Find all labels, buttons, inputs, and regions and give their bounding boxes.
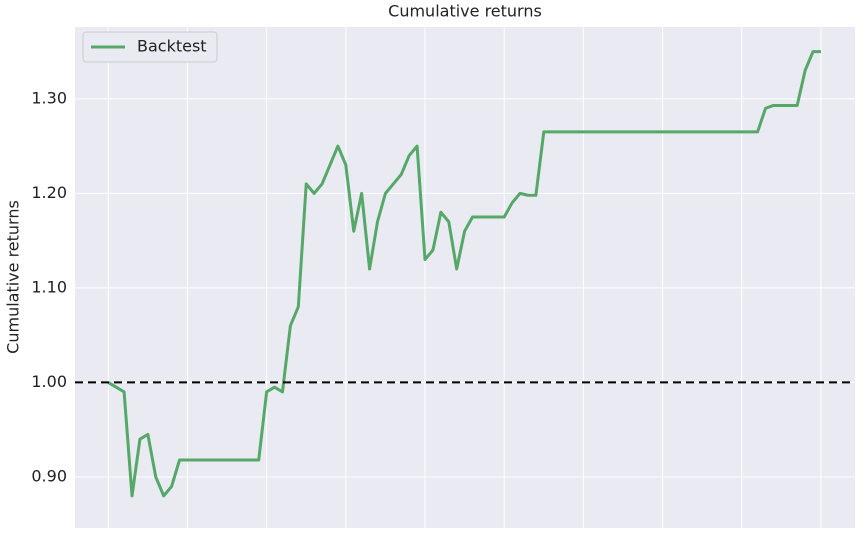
plot-area [75, 27, 855, 528]
y-tick-label: 0.90 [31, 466, 67, 485]
legend-box [82, 31, 218, 63]
y-tick-label: 1.10 [31, 277, 67, 296]
y-tick-label: 1.30 [31, 88, 67, 107]
legend-label: Backtest [137, 37, 207, 56]
y-tick-label: 1.20 [31, 183, 67, 202]
y-axis-label: Cumulative returns [4, 200, 23, 354]
chart-title: Cumulative returns [388, 2, 542, 21]
y-tick-label: 1.00 [31, 372, 67, 391]
line-series [107, 50, 821, 498]
